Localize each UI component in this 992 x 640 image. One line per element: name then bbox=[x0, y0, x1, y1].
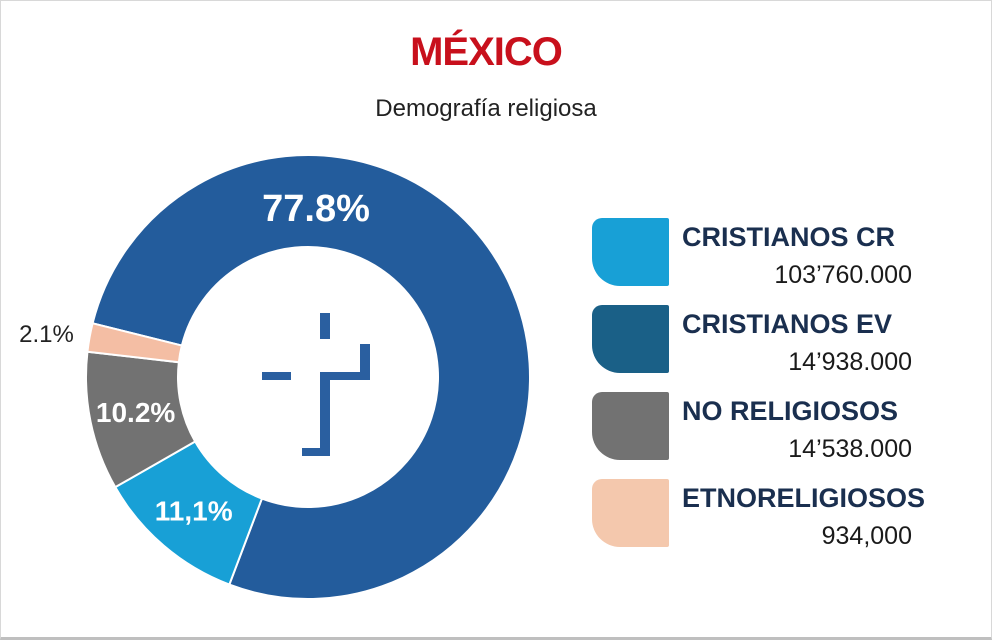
donut-slices bbox=[85, 154, 531, 600]
legend-swatch bbox=[592, 392, 669, 460]
legend-label: NO RELIGIOSOS bbox=[682, 396, 899, 426]
legend-value: 103’760.000 bbox=[774, 261, 912, 289]
chart-title: MÉXICO bbox=[410, 30, 563, 74]
legend-item-cristianos-cr: CRISTIANOS CR 103’760.000 bbox=[592, 216, 922, 303]
legend-item-etnoreligiosos: ETNORELIGIOSOS 934,000 bbox=[592, 477, 926, 564]
legend-label: CRISTIANOS EV bbox=[682, 309, 893, 339]
donut-slice-cristianos-ev bbox=[91, 154, 531, 600]
chart-subtitle: Demografía religiosa bbox=[375, 95, 597, 122]
cross-icon-inner bbox=[260, 314, 353, 441]
legend-label: CRISTIANOS CR bbox=[682, 222, 896, 252]
donut-label-etnoreligiosos: 2.1% bbox=[19, 321, 74, 348]
legend-value: 14’938.000 bbox=[788, 348, 912, 376]
cross-icon bbox=[253, 307, 370, 456]
legend-value: 934,000 bbox=[821, 522, 912, 550]
legend-swatch bbox=[592, 479, 669, 547]
donut-label-cristianos-cr: 11,1% bbox=[155, 495, 233, 526]
donut-slice-etnoreligiosos bbox=[86, 322, 184, 364]
legend-swatch bbox=[592, 218, 669, 286]
legend-swatch bbox=[592, 305, 669, 373]
legend-label: ETNORELIGIOSOS bbox=[682, 483, 926, 513]
legend-value: 14’538.000 bbox=[788, 435, 912, 463]
donut-labels: 77.8% 11,1% 10.2% 2.1% bbox=[19, 188, 370, 526]
legend-item-cristianos-ev: CRISTIANOS EV 14’938.000 bbox=[592, 303, 922, 390]
donut-label-no-religiosos: 10.2% bbox=[96, 397, 175, 428]
legend-item-no-religiosos: NO RELIGIOSOS 14’538.000 bbox=[592, 390, 922, 477]
donut-label-cristianos-ev: 77.8% bbox=[262, 188, 370, 230]
legend: CRISTIANOS CR 103’760.000 CRISTIANOS EV … bbox=[592, 216, 926, 564]
